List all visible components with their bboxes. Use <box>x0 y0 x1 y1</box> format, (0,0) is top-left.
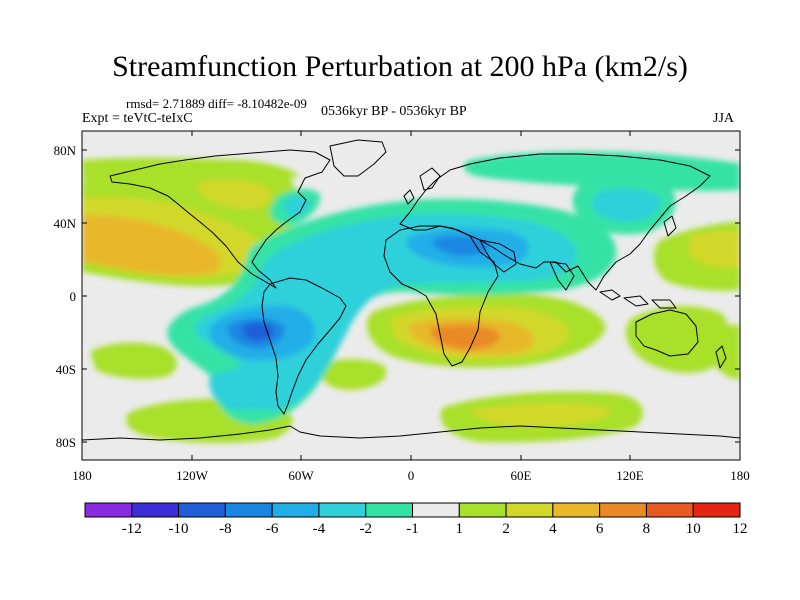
contour-eurasia-level6 <box>432 236 490 256</box>
colorbar-swatch <box>692 502 741 518</box>
coastline-antarctica <box>82 425 740 441</box>
contour-africa-level8 <box>430 324 500 350</box>
coastline-japan <box>663 215 677 237</box>
lon-label-60e: 60E <box>511 468 532 483</box>
colorbar-swatch <box>458 502 507 518</box>
colorbar-swatch <box>599 502 647 518</box>
colorbar-swatch <box>131 502 180 518</box>
colorbar-swatch <box>412 502 460 518</box>
coastline-australia <box>635 309 699 357</box>
contour-nwpacific-level4 <box>688 230 740 269</box>
colorbar: -12 -10 -8 -6 -4 -2 -1 1 2 4 6 8 10 12 <box>84 502 748 537</box>
coastline-south-america <box>261 277 347 415</box>
stats-label: rmsd= 2.71889 diff= -8.10482e-09 <box>126 96 307 111</box>
colorbar-label: 8 <box>643 521 651 537</box>
colorbar-label: -4 <box>313 521 326 537</box>
contour-australia-positive <box>625 306 730 373</box>
colorbar-label: -10 <box>169 521 189 537</box>
colorbar-swatch <box>84 502 133 518</box>
contour-southern-ocean-level4 <box>470 402 611 427</box>
contour-southpacific-level2 <box>209 369 283 410</box>
colorbar-label: -8 <box>219 521 232 537</box>
coastline-maritime-continent <box>599 289 677 309</box>
colorbar-swatch <box>645 502 694 518</box>
contour-namerica-level4 <box>197 178 272 210</box>
colorbar-swatch <box>318 502 367 518</box>
contour-npacific-level6 <box>82 214 221 276</box>
colorbar-label: -6 <box>266 521 279 537</box>
coastline-arabia <box>479 239 517 273</box>
axis-tick-marks <box>81 131 741 460</box>
contour-southamerica-south <box>319 359 387 390</box>
longitude-labels: 180 120W 60W 0 60E 120E 180 <box>72 468 750 483</box>
map-title: Streamfunction Perturbation at 200 hPa (… <box>112 50 688 83</box>
contour-siberia-level2 <box>592 188 661 222</box>
lon-label-60w: 60W <box>288 468 314 483</box>
period-label: 0536kyr BP - 0536kyr BP <box>321 104 467 119</box>
coastline-greenland <box>329 139 387 177</box>
map-panel <box>82 131 740 460</box>
colorbar-label: 12 <box>733 521 748 537</box>
coastlines <box>82 139 740 441</box>
lat-label-80n: 80N <box>54 143 77 158</box>
lat-label-0: 0 <box>70 289 77 304</box>
lon-label-120e: 120E <box>616 468 644 483</box>
colorbar-label: 10 <box>686 521 701 537</box>
colorbar-swatch <box>552 502 601 518</box>
colorbar-swatch <box>178 502 226 518</box>
experiment-label: Expt = teVtC-teIxC <box>82 111 193 126</box>
lat-label-80s: 80S <box>56 435 76 450</box>
season-label: JJA <box>713 111 735 126</box>
colorbar-swatch <box>505 502 554 518</box>
lon-label-0: 0 <box>408 468 415 483</box>
contour-arctic-negative <box>463 151 740 191</box>
lon-label-120w: 120W <box>176 468 209 483</box>
coastline-new-zealand <box>715 345 727 369</box>
colorbar-label: 2 <box>502 521 510 537</box>
colorbar-label: -2 <box>359 521 372 537</box>
lon-label-180e: 180 <box>730 468 750 483</box>
coastline-india <box>549 261 575 291</box>
coastline-eurasia <box>399 153 711 291</box>
lon-label-180w: 180 <box>72 468 92 483</box>
colorbar-label: 6 <box>596 521 604 537</box>
colorbar-swatch <box>224 502 273 518</box>
contour-arctic-strip <box>82 157 300 180</box>
colorbar-label: 1 <box>456 521 464 537</box>
contour-fields <box>82 151 740 444</box>
lat-label-40s: 40S <box>56 362 76 377</box>
colorbar-label: 4 <box>549 521 557 537</box>
colorbar-swatch <box>271 502 320 518</box>
colorbar-swatch <box>365 502 414 518</box>
coastline-north-america <box>109 149 331 289</box>
contour-northamerica-east-level2 <box>283 196 310 217</box>
lat-label-40n: 40N <box>54 216 77 231</box>
latitude-labels: 80N 40N 0 40S 80S <box>54 143 77 450</box>
contour-southpacific-positive <box>90 342 178 379</box>
coastline-uk-scandinavia <box>403 167 441 205</box>
colorbar-label: -12 <box>122 521 142 537</box>
colorbar-label: -1 <box>406 521 419 537</box>
